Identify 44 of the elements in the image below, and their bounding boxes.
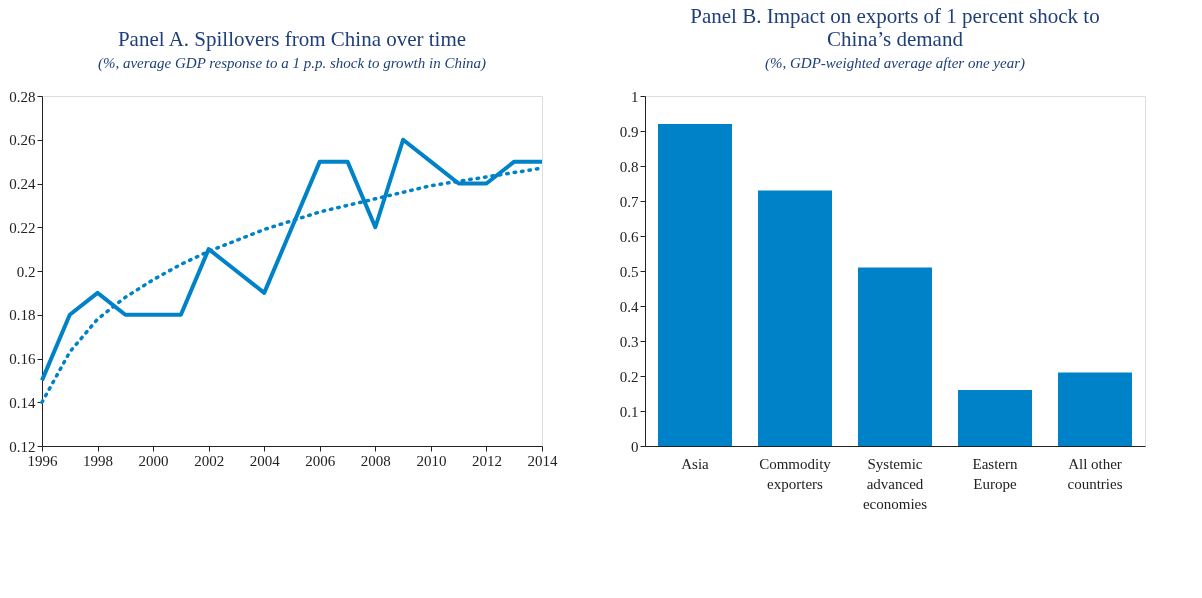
y-tick-label: 0.12 [9,438,36,455]
x-tick-label: 2000 [138,452,169,469]
x-tick-label: 2004 [249,452,281,469]
x-tick-label: Asia [681,455,710,472]
y-tick-label: 0.8 [619,158,639,175]
y-tick-label: 0.16 [9,351,36,367]
y-tick-label: 1 [631,88,639,105]
bar [758,190,832,446]
x-tick-label: 1996 [27,452,58,469]
bar [658,124,732,446]
chart-subtitle: (%, GDP-weighted average after one year) [765,55,1025,72]
x-tick-label: Eastern Europe [972,455,1018,492]
y-tick-label: 0.22 [9,219,36,236]
x-tick-label: All other countries [1067,455,1123,492]
y-tick-label: 0.9 [619,123,639,140]
y-tick-label: 0.2 [16,263,36,280]
x-tick-label: 2010 [416,452,447,469]
x-tick-label: 2002 [194,452,225,469]
bar [958,390,1032,446]
chart-title: Panel B. Impact on exports of 1 percent shock to China’s demand [690,4,1100,51]
chart-subtitle: (%, average GDP response to a 1 p.p. shock to growth in China) [97,55,487,72]
x-tick-label: 2014 [527,452,558,469]
y-tick-label: 0.7 [619,193,639,210]
x-tick-label: 2006 [305,452,336,469]
y-tick-label: 0.26 [9,132,36,149]
x-tick-label: 1998 [83,452,114,469]
y-tick-label: 0.18 [9,307,36,324]
y-tick-label: 0.6 [619,228,639,245]
y-tick-label: 0.28 [9,88,36,105]
y-tick-label: 0 [631,438,639,455]
y-tick-label: 0.5 [619,263,639,280]
x-tick-label: 2008 [360,452,391,469]
y-tick-label: 0.1 [619,403,639,420]
bar [858,267,932,446]
x-tick-label: Systemic advanced economies [862,455,928,512]
y-tick-label: 0.3 [619,333,639,350]
x-tick-label: 2012 [471,452,502,469]
y-tick-label: 0.24 [9,176,36,192]
y-tick-label: 0.2 [619,368,639,385]
y-tick-label: 0.14 [9,394,36,411]
y-tick-label: 0.4 [619,298,639,315]
bar [1058,372,1132,446]
x-tick-label: Commodity exporters [759,455,832,492]
chart-title: Panel A. Spillovers from China over time [117,27,467,51]
